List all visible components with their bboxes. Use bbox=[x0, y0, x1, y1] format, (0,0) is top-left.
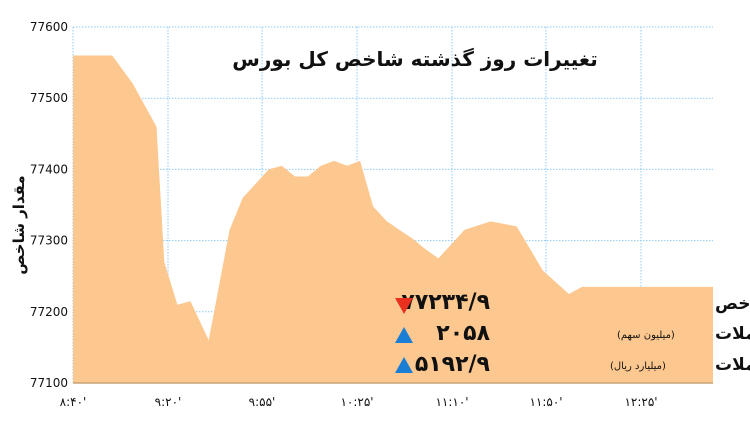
x-tick-label: ۹:۵۵' bbox=[249, 395, 276, 409]
x-tick-label: ۱۱:۵۰' bbox=[529, 395, 562, 409]
chart-title: تغییرات روز گذشته شاخص کل بورس bbox=[232, 47, 597, 71]
y-tick-label: 77600 bbox=[30, 20, 68, 34]
summary-panel: شاخص ۷۷۲۳۴/۹ حجم معاملات (میلیون سهم) ۲۰… bbox=[395, 290, 750, 377]
y-tick-label: 77400 bbox=[30, 162, 68, 176]
y-tick-label: 77100 bbox=[30, 376, 68, 390]
summary-value-value: ۵۱۹۲/۹ bbox=[415, 352, 490, 377]
index-area-series bbox=[73, 55, 713, 383]
up-triangle-icon bbox=[395, 357, 413, 373]
up-triangle-icon bbox=[395, 327, 413, 343]
x-tick-label: ۸:۴۰' bbox=[60, 395, 87, 409]
summary-row-value: ارزش معاملات (میلیارد ریال) ۵۱۹۲/۹ bbox=[395, 352, 750, 377]
y-tick-labels: 77100 77200 77300 77400 77500 77600 bbox=[30, 20, 68, 390]
x-tick-label: ۱۲:۲۵' bbox=[624, 395, 657, 409]
y-tick-label: 77500 bbox=[30, 91, 68, 105]
x-tick-label: ۱۱:۱۰' bbox=[435, 395, 468, 409]
summary-volume-value: ۲۰۵۸ bbox=[436, 321, 490, 346]
summary-index-label: شاخص bbox=[715, 294, 750, 314]
summary-value-unit: (میلیارد ریال) bbox=[610, 361, 666, 372]
x-tick-labels: ۸:۴۰' ۹:۲۰' ۹:۵۵' ۱۰:۲۵' ۱۱:۱۰' ۱۱:۵۰' ۱۲:۲۵' bbox=[60, 395, 658, 409]
summary-row-volume: حجم معاملات (میلیون سهم) ۲۰۵۸ bbox=[395, 321, 750, 346]
summary-volume-label: حجم معاملات bbox=[715, 324, 750, 344]
x-tick-label: ۱۰:۲۵' bbox=[340, 395, 373, 409]
y-tick-label: 77300 bbox=[30, 234, 68, 248]
summary-volume-unit: (میلیون سهم) bbox=[617, 330, 675, 341]
summary-index-value: ۷۷۲۳۴/۹ bbox=[401, 290, 490, 315]
x-tick-label: ۹:۲۰' bbox=[155, 395, 182, 409]
summary-value-label: ارزش معاملات bbox=[715, 355, 750, 375]
summary-row-index: شاخص ۷۷۲۳۴/۹ bbox=[395, 290, 750, 315]
down-triangle-icon bbox=[395, 298, 413, 314]
y-tick-label: 77200 bbox=[30, 305, 68, 319]
y-axis-label: مقدار شاخص bbox=[10, 175, 28, 274]
